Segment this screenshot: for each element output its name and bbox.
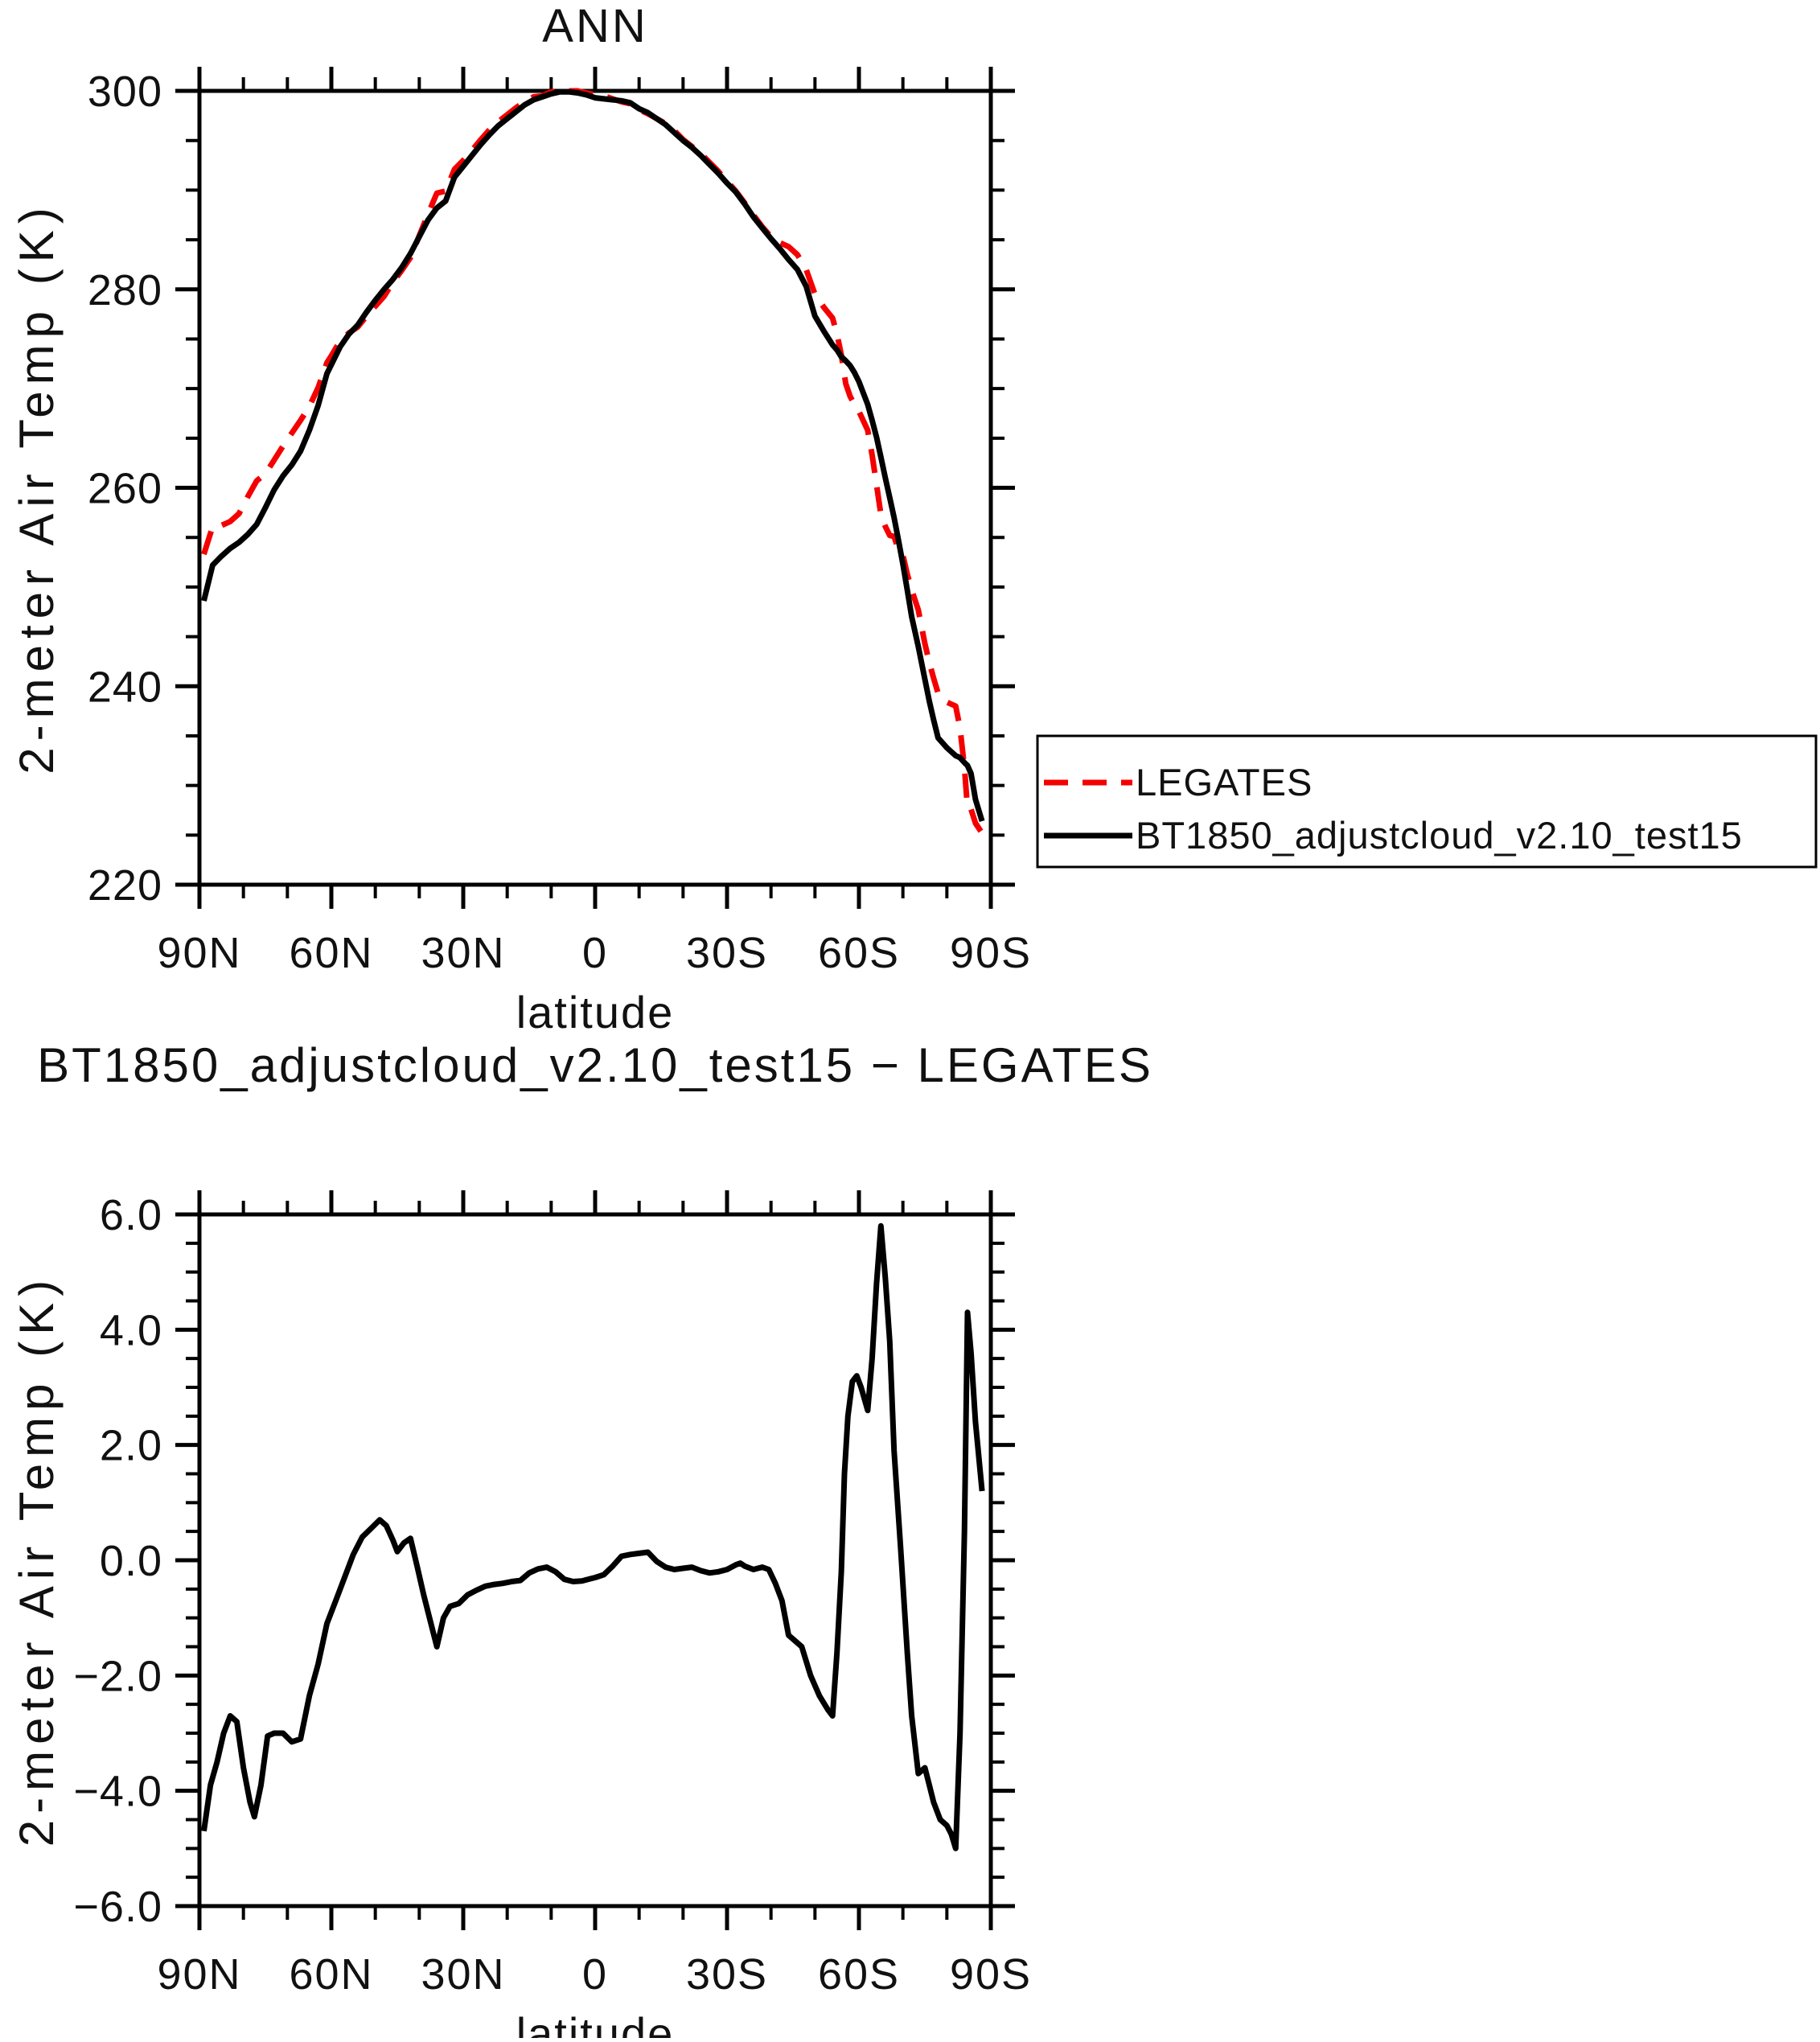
bottom-x-tick-labels: 90N 60N 30N 0 30S 60S 90S xyxy=(157,1950,1032,1999)
svg-text:300: 300 xyxy=(88,68,162,116)
bottom-x-axis-title: latitude xyxy=(516,2008,675,2038)
series-bt1850-adjustcloud-v2-10-test15-legates xyxy=(201,1222,985,1851)
legend-label-bt1850: BT1850_adjustcloud_v2.10_test15 xyxy=(1136,814,1743,857)
top-y-axis-title: 2-meter Air Temp (K) xyxy=(10,201,64,774)
svg-text:−2.0: −2.0 xyxy=(73,1652,162,1700)
svg-text:30N: 30N xyxy=(421,929,505,977)
svg-text:2.0: 2.0 xyxy=(100,1422,162,1470)
svg-text:90N: 90N xyxy=(157,1950,241,1999)
top-minor-ticks xyxy=(186,77,1004,898)
bottom-chart: 90N 60N 30N 0 30S 60S 90S −6.0 −4.0 −2.0 0.0 2.0 4.0… xyxy=(10,1190,1032,2042)
top-chart: 90N 60N 30N 0 30S 60S 90S 220 240 260 280 300 latitu… xyxy=(10,67,1032,1037)
svg-text:30N: 30N xyxy=(421,1950,505,1999)
svg-text:260: 260 xyxy=(88,465,162,513)
top-frame xyxy=(197,88,993,887)
top-plot: 90N 60N 30N 0 30S 60S 90S 220 240 260 280 300 latitu… xyxy=(10,67,1032,1037)
svg-text:30S: 30S xyxy=(686,929,768,977)
svg-text:−6.0: −6.0 xyxy=(73,1883,162,1931)
svg-text:90S: 90S xyxy=(950,929,1032,977)
bottom-y-axis-title: 2-meter Air Temp (K) xyxy=(10,1274,64,1847)
top-chart-title: ANN xyxy=(542,0,647,52)
svg-text:4.0: 4.0 xyxy=(100,1306,162,1354)
series-bt1850-adjustcloud-v2-10-test15 xyxy=(201,88,985,823)
svg-text:30S: 30S xyxy=(686,1950,768,1999)
svg-text:6.0: 6.0 xyxy=(100,1191,162,1239)
svg-text:90N: 90N xyxy=(157,929,241,977)
top-x-tick-labels: 90N 60N 30N 0 30S 60S 90S xyxy=(157,929,1032,977)
bottom-plot: 90N 60N 30N 0 30S 60S 90S −6.0 −4.0 −2.0 0.0 2.0 4.0… xyxy=(10,1190,1032,2042)
svg-text:0: 0 xyxy=(582,929,608,977)
svg-text:0: 0 xyxy=(582,1950,608,1999)
svg-text:240: 240 xyxy=(88,663,162,711)
svg-text:60S: 60S xyxy=(818,1950,900,1999)
svg-text:0.0: 0.0 xyxy=(100,1537,162,1585)
top-y-tick-labels: 220 240 260 280 300 xyxy=(88,68,162,910)
top-major-ticks xyxy=(175,67,1015,909)
svg-text:280: 280 xyxy=(88,266,162,314)
legend-box xyxy=(1036,734,1818,869)
svg-text:220: 220 xyxy=(88,861,162,910)
bottom-y-tick-labels: −6.0 −4.0 −2.0 0.0 2.0 4.0 6.0 xyxy=(73,1191,162,1931)
bottom-frame xyxy=(197,1212,993,1908)
svg-text:−4.0: −4.0 xyxy=(73,1768,162,1816)
legend-item-bt1850: BT1850_adjustcloud_v2.10_test15 xyxy=(1044,814,1743,857)
bottom-minor-ticks xyxy=(186,1201,1004,1920)
svg-text:90S: 90S xyxy=(950,1950,1032,1999)
legend: LEGATES BT1850_adjustcloud_v2.10_test15 xyxy=(1036,734,1818,869)
series-legates xyxy=(201,88,985,835)
svg-text:60S: 60S xyxy=(818,929,900,977)
legend-item-legates: LEGATES xyxy=(1044,761,1313,803)
svg-text:60N: 60N xyxy=(289,1950,373,1999)
bottom-major-ticks xyxy=(175,1190,1015,1930)
top-x-axis-title: latitude xyxy=(516,987,675,1037)
svg-text:60N: 60N xyxy=(289,929,373,977)
legend-label-legates: LEGATES xyxy=(1136,761,1313,803)
bottom-chart-title: BT1850_adjustcloud_v2.10_test15 − LEGATE… xyxy=(37,1038,1153,1092)
